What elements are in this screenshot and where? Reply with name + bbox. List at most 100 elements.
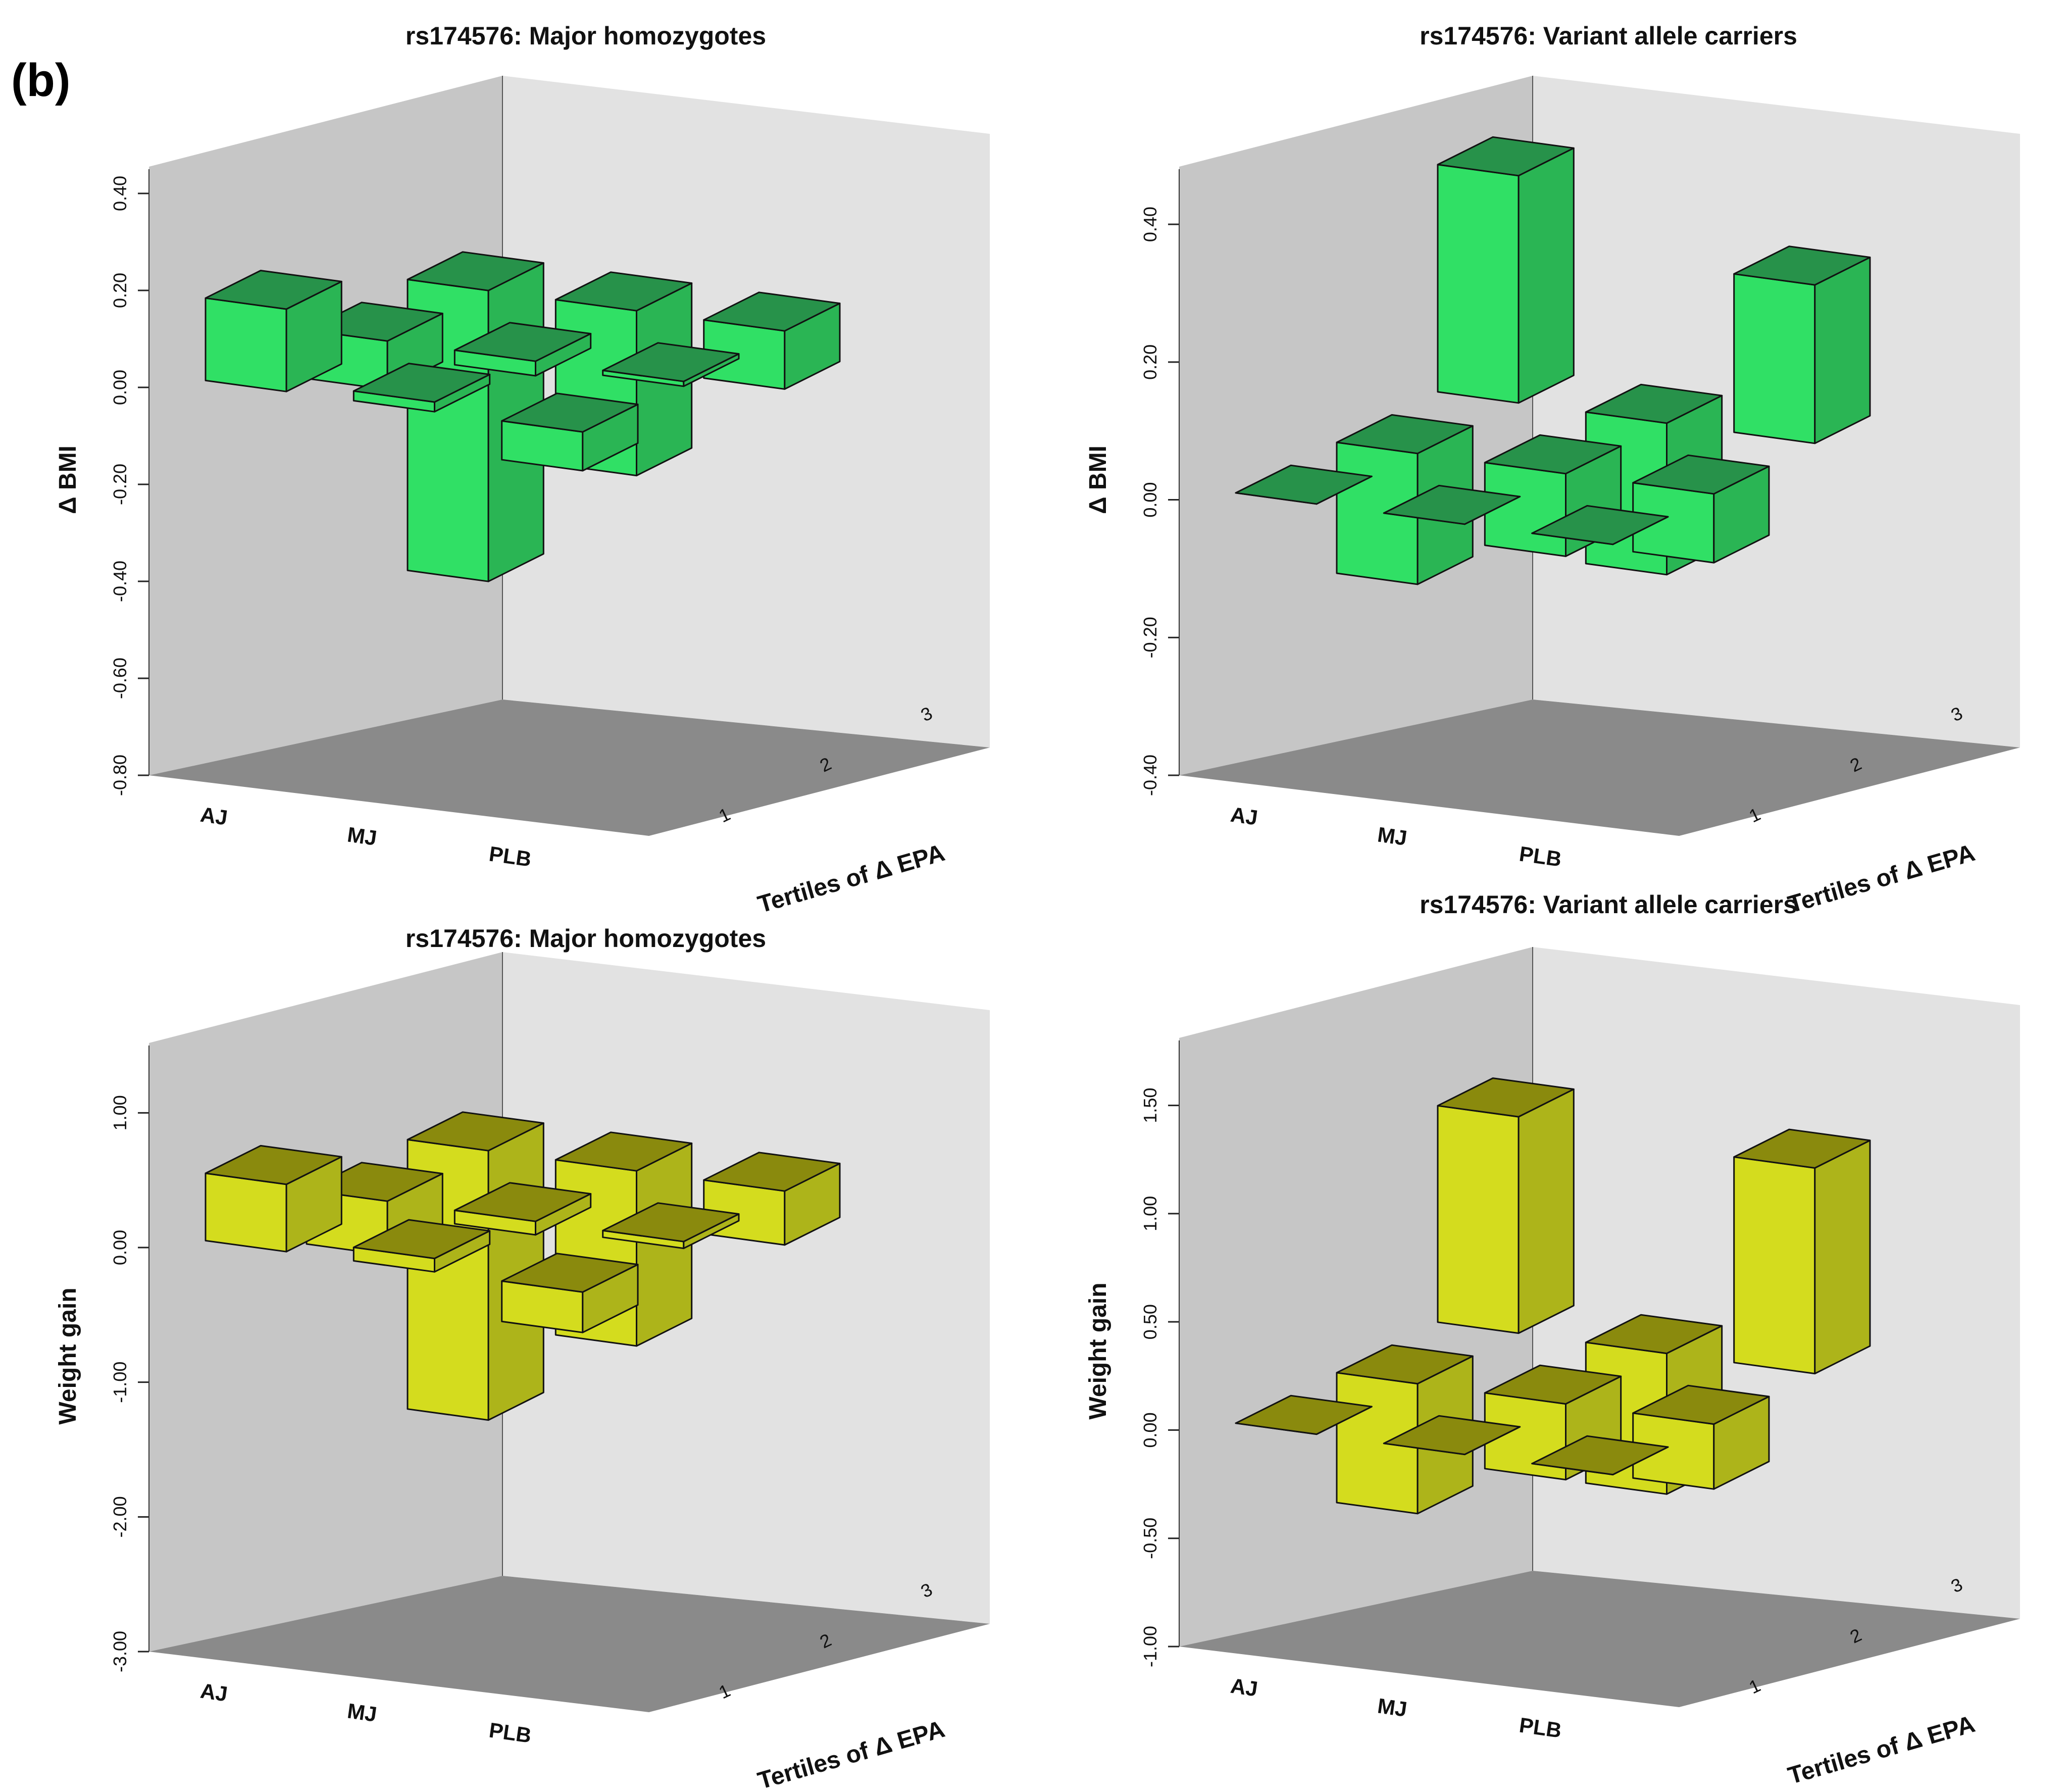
bar-top-face — [1437, 136, 1575, 177]
y-tick-label: -0.50 — [1140, 1518, 1160, 1559]
bar-top-face — [1531, 1435, 1669, 1476]
bar-AJ-tertile-1 — [205, 1144, 342, 1253]
bar-front-face — [1733, 1156, 1816, 1375]
bar-top-face — [1336, 1344, 1474, 1385]
bar-MJ-tertile-1 — [352, 1219, 491, 1273]
y-tick-label: -1.00 — [1140, 1626, 1160, 1667]
bar-front-face — [205, 297, 287, 392]
y-tick-label: -1.00 — [110, 1362, 130, 1403]
y-tick-label: -0.20 — [110, 464, 130, 505]
back-wall-right — [502, 76, 990, 748]
category-label: PLB — [487, 1718, 533, 1748]
tertile-axis-title: Tertiles of Δ EPA — [1785, 839, 1978, 918]
bar-top-face — [352, 1219, 491, 1260]
tertile-axis-title: Tertiles of Δ EPA — [755, 1716, 948, 1792]
tertile-axis-title: Tertiles of Δ EPA — [1785, 1711, 1978, 1789]
bar-top-face — [352, 363, 491, 403]
bar-MJ-tertile-2 — [453, 322, 592, 377]
y-tick-label: 0.00 — [1140, 1412, 1160, 1448]
bar-AJ-tertile-3 — [1437, 1077, 1575, 1334]
y-tick-label: 0.20 — [110, 273, 130, 308]
back-wall-left — [149, 952, 502, 1652]
y-tick-label: -0.40 — [110, 561, 130, 602]
bar-front-face — [1484, 462, 1566, 557]
bar-top-face — [407, 251, 544, 291]
y-axis-title: Δ BMI — [1085, 445, 1111, 514]
bar-PLB-tertile-1 — [501, 1253, 639, 1333]
bar-top-face — [1484, 434, 1622, 475]
bar-top-face — [1437, 1077, 1575, 1118]
bar-top-face — [1585, 383, 1723, 424]
bar-top-face — [1235, 1395, 1373, 1435]
panel-label: (b) — [11, 55, 70, 106]
floor — [1179, 1571, 2020, 1707]
bar-front-face — [1437, 164, 1520, 404]
bar-top-face — [1632, 1384, 1770, 1425]
bar-top-face — [1484, 1364, 1622, 1405]
y-axis-title: Weight gain — [1085, 1282, 1111, 1419]
category-label: MJ — [346, 1699, 378, 1726]
bar-AJ-tertile-1 — [1235, 464, 1373, 505]
bar-top-face — [1235, 464, 1373, 505]
y-tick-label: 0.00 — [110, 1230, 130, 1265]
bar-side-face — [1518, 147, 1575, 404]
y-tick-label: -0.20 — [1140, 617, 1160, 658]
category-label: PLB — [1518, 1713, 1563, 1743]
charts-group: -0.80 -0.60 -0.40 -0.20 0.00 0.20 0.40 Δ BMI AJ M… — [55, 22, 2020, 1792]
bar-PLB-tertile-3 — [703, 291, 841, 390]
y-axis-title: Weight gain — [55, 1287, 81, 1424]
category-label: PLB — [487, 842, 533, 871]
bar-AJ-tertile-3 — [1437, 136, 1575, 404]
y-tick-label: -2.00 — [110, 1496, 130, 1537]
category-label: MJ — [1376, 1694, 1408, 1721]
tertile-axis-title: Tertiles of Δ EPA — [755, 839, 948, 918]
category-label: MJ — [346, 822, 378, 850]
bar-MJ-tertile-1 — [352, 363, 491, 413]
y-tick-label: 0.20 — [1140, 344, 1160, 380]
bar-MJ-tertile-1 — [1383, 484, 1521, 525]
chart-title: rs174576: Variant allele carriers — [1420, 890, 1797, 919]
bar-PLB-tertile-3 — [1733, 1128, 1871, 1375]
bar-PLB-tertile-2 — [602, 342, 740, 387]
bar-top-face — [205, 270, 342, 310]
bar-PLB-tertile-2 — [1632, 1384, 1770, 1490]
bar-top-face — [501, 1253, 639, 1293]
y-tick-label: 1.00 — [1140, 1196, 1160, 1231]
bar-top-face — [407, 1111, 544, 1152]
y-tick-label: 0.00 — [1140, 482, 1160, 518]
floor — [149, 700, 990, 836]
bar-AJ-tertile-1 — [1235, 1395, 1373, 1435]
chart-title: rs174576: Major homozygotes — [406, 924, 766, 953]
bar-top-face — [453, 322, 592, 362]
bar-front-face — [1437, 1105, 1520, 1334]
bar-top-face — [602, 1202, 740, 1242]
bar-top-face — [602, 342, 740, 382]
bar-PLB-tertile-2 — [1632, 454, 1770, 564]
y-tick-label: 0.50 — [1140, 1304, 1160, 1339]
back-wall-right — [502, 952, 990, 1624]
bar-top-face — [1383, 1415, 1521, 1456]
bar-PLB-tertile-1 — [1531, 1435, 1669, 1476]
y-tick-label: 0.40 — [110, 176, 130, 211]
bar-front-face — [1733, 273, 1816, 444]
y-tick-label: -3.00 — [110, 1631, 130, 1672]
bar-top-face — [501, 392, 639, 433]
category-label: AJ — [199, 1679, 229, 1706]
bar-top-face — [703, 291, 841, 332]
bar-top-face — [1336, 414, 1474, 455]
bar-side-face — [1814, 1139, 1871, 1375]
category-label: AJ — [199, 803, 229, 830]
y-tick-label: -0.60 — [110, 658, 130, 699]
bar-top-face — [1531, 505, 1669, 545]
bar-top-face — [1733, 1128, 1871, 1169]
bar-top-face — [453, 1182, 592, 1222]
bar-front-face — [205, 1172, 287, 1253]
y-axis-title: Δ BMI — [55, 445, 81, 514]
bar-PLB-tertile-1 — [1531, 505, 1669, 545]
y-tick-label: -0.80 — [110, 755, 130, 796]
bar-top-face — [1733, 245, 1871, 286]
y-tick-label: -0.40 — [1140, 755, 1160, 796]
chart-title: rs174576: Major homozygotes — [406, 22, 766, 50]
bar-top-face — [1585, 1314, 1723, 1355]
